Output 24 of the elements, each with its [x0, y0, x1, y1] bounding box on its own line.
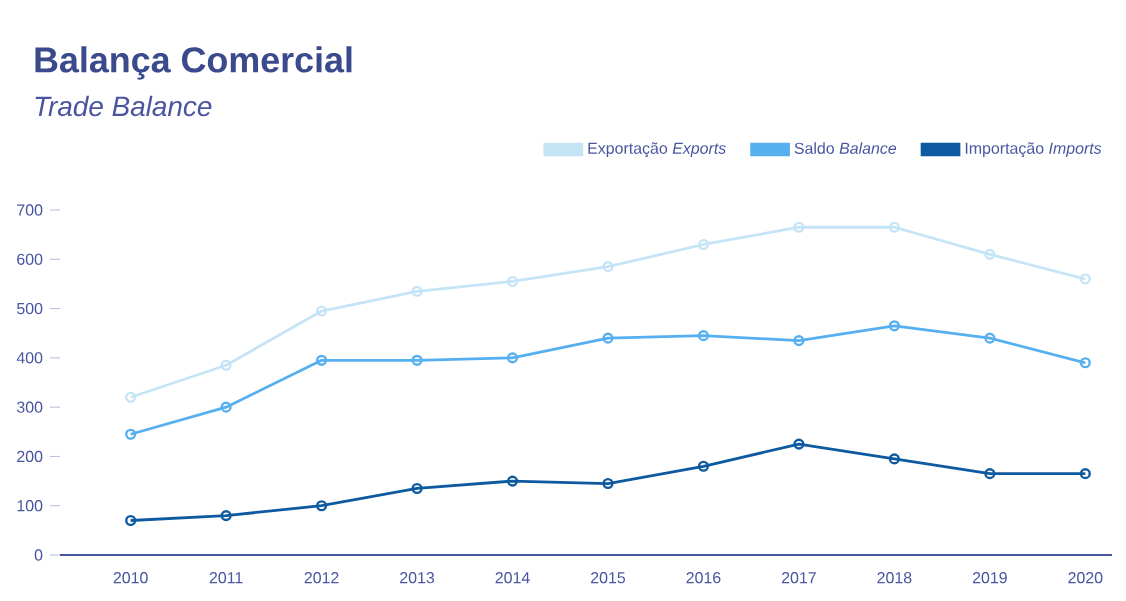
x-tick-label: 2018 — [877, 572, 912, 584]
x-tick-label: 2015 — [591, 572, 626, 584]
x-tick-label: 2016 — [686, 572, 721, 584]
x-tick-label: 2010 — [113, 572, 148, 584]
y-tick-label: 600 — [17, 253, 43, 265]
y-tick-label: 300 — [16, 401, 43, 413]
chart-subtitle: Trade Balance — [35, 95, 212, 117]
chart-title: Balança Comercial — [35, 46, 352, 80]
y-tick-label: 200 — [17, 450, 43, 463]
legend-label: Importação Imports — [965, 142, 1102, 158]
x-tick-label: 2014 — [495, 572, 530, 584]
y-tick-label: 0 — [34, 549, 43, 561]
x-tick-label: 2011 — [209, 572, 243, 584]
y-tick-label: 700 — [17, 204, 43, 216]
legend-label: Exportação Exports — [588, 142, 726, 158]
x-tick-label: 2012 — [304, 572, 339, 584]
x-tick-label: 2020 — [1068, 572, 1103, 584]
x-tick-label: 2017 — [782, 572, 816, 584]
y-tick-label: 400 — [16, 352, 43, 364]
y-tick-label: 100 — [17, 500, 43, 512]
x-tick-label: 2019 — [972, 572, 1007, 584]
x-tick-label: 2013 — [400, 572, 435, 584]
y-tick-label: 500 — [16, 302, 43, 315]
legend-label: Saldo Balance — [794, 142, 897, 154]
